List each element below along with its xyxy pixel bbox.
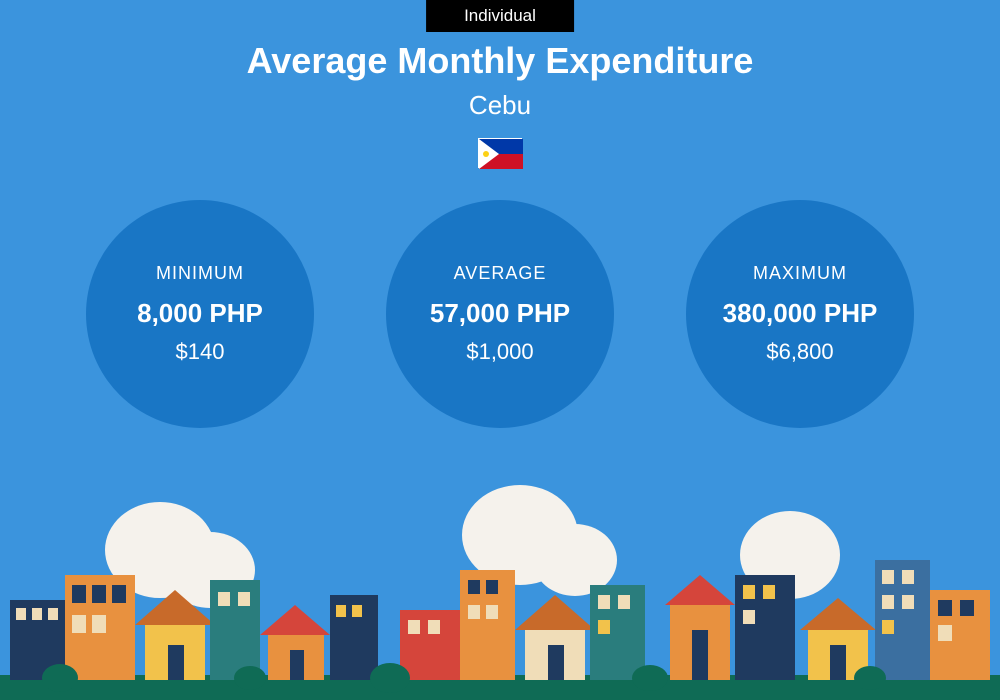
category-badge: Individual [426,0,574,32]
cityscape-illustration [0,480,1000,700]
flag-icon [478,138,522,168]
stat-circle-minimum: MINIMUM 8,000 PHP $140 [86,200,314,428]
stat-circle-maximum: MAXIMUM 380,000 PHP $6,800 [686,200,914,428]
stat-circle-average: AVERAGE 57,000 PHP $1,000 [386,200,614,428]
stat-value-usd: $1,000 [466,339,533,365]
stat-value-php: 380,000 PHP [723,298,878,329]
page-title: Average Monthly Expenditure [0,40,1000,82]
stat-label: MAXIMUM [753,263,847,284]
category-badge-text: Individual [464,6,536,25]
stat-value-usd: $6,800 [766,339,833,365]
stat-value-usd: $140 [176,339,225,365]
stat-label: AVERAGE [454,263,547,284]
stat-label: MINIMUM [156,263,244,284]
stats-row: MINIMUM 8,000 PHP $140 AVERAGE 57,000 PH… [0,200,1000,428]
page-subtitle: Cebu [0,90,1000,121]
stat-value-php: 57,000 PHP [430,298,570,329]
stat-value-php: 8,000 PHP [137,298,263,329]
